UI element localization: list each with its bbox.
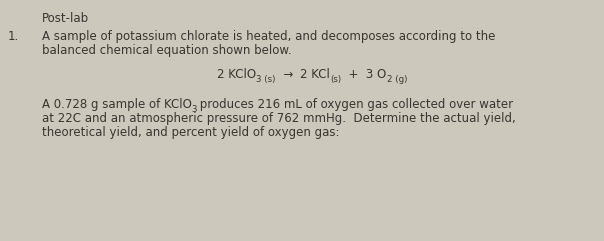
Text: A sample of potassium chlorate is heated, and decomposes according to the: A sample of potassium chlorate is heated… (42, 30, 495, 43)
Text: theoretical yield, and percent yield of oxygen gas:: theoretical yield, and percent yield of … (42, 126, 339, 139)
Text: +  3 O: + 3 O (341, 68, 387, 81)
Text: produces 216 mL of oxygen gas collected over water: produces 216 mL of oxygen gas collected … (196, 98, 513, 111)
Text: 3: 3 (192, 105, 198, 114)
Text: 2 KClO: 2 KClO (217, 68, 256, 81)
Text: →: → (275, 68, 300, 81)
Text: (s): (s) (330, 75, 341, 84)
Text: 2 KCl: 2 KCl (300, 68, 330, 81)
Text: balanced chemical equation shown below.: balanced chemical equation shown below. (42, 44, 292, 57)
Text: A 0.728 g sample of KClO: A 0.728 g sample of KClO (42, 98, 192, 111)
Text: Post-lab: Post-lab (42, 12, 89, 25)
Text: 3 (s): 3 (s) (256, 75, 275, 84)
Text: 1.: 1. (8, 30, 19, 43)
Text: 2 (g): 2 (g) (387, 75, 407, 84)
Text: at 22C and an atmospheric pressure of 762 mmHg.  Determine the actual yield,: at 22C and an atmospheric pressure of 76… (42, 112, 516, 125)
